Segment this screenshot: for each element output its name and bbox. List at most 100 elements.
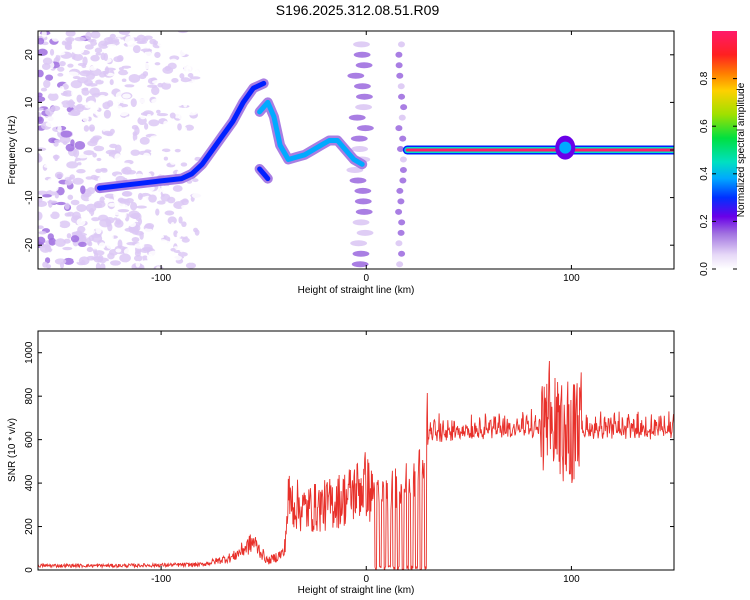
spectrogram-noise-blob [199, 85, 205, 90]
spectrogram-noise-blob [83, 150, 95, 156]
spectrogram-noise-blob [105, 240, 114, 249]
spectrogram-noise-blob [134, 126, 140, 136]
spectrogram-noise-blob [126, 67, 135, 74]
spectrogram-noise-blob [71, 88, 77, 98]
x-tick-label: -100 [151, 574, 171, 585]
spectrogram-traces [94, 78, 674, 194]
spectrogram-noise-blob [84, 44, 94, 50]
spectrogram-noise-blob [119, 253, 131, 263]
spectrogram-noise-blob [133, 255, 143, 262]
spectrogram-noise-blob [176, 232, 182, 239]
spectrogram-noise-blob [187, 73, 194, 78]
spectrogram-noise-blob [84, 229, 96, 235]
y-tick-label: -10 [24, 190, 35, 205]
spectrogram-noise-blob [191, 108, 196, 114]
spectrogram-noise-blob [115, 218, 122, 225]
spectrogram-noise-blob [82, 115, 89, 123]
spectrogram-noise-blob [38, 107, 44, 111]
spectrogram-noise-blob [148, 216, 156, 223]
spectrogram-stripe-blob [395, 62, 403, 69]
spectrogram-stripe-blob [350, 240, 368, 247]
spectrogram-noise-blob [196, 264, 203, 269]
spectrogram-noise-blob [105, 149, 118, 155]
spectrogram-noise-blob [163, 34, 170, 39]
spectrogram-noise-blob [45, 121, 57, 128]
spectrogram-noise-blob [195, 139, 202, 148]
spectrogram-noise-blob [77, 77, 89, 84]
spectrogram-noise-blob [151, 260, 159, 266]
spectrogram-noise-blob [194, 245, 204, 253]
spectrogram-noise-blob [117, 197, 125, 203]
snr-frame [37, 330, 675, 571]
spectrogram-noise-blob [87, 39, 95, 43]
spectrogram-noise-blob [73, 148, 80, 158]
spectrogram-noise-blob [103, 130, 113, 136]
spectrogram-noise-blob [167, 118, 173, 128]
spectrogram-noise-blob [113, 56, 124, 63]
spectrogram-noise-blob [50, 105, 61, 112]
spectrogram-noise-blob [181, 204, 190, 209]
spectrogram-noise-blob [42, 57, 53, 65]
spectrogram-noise-blob [78, 256, 90, 266]
spectrogram-noise-blob [121, 78, 127, 83]
spectrogram-noise-blob [100, 52, 106, 61]
spectrogram-noise-blob [113, 48, 119, 53]
spectrogram-noise-blob [64, 177, 74, 181]
spectrogram-noise-blob [130, 149, 140, 156]
spectrogram-noise-blob [58, 85, 65, 94]
spectrogram-noise-blob [103, 198, 115, 203]
snr-series [38, 360, 674, 570]
spectrogram-stripe-blob [350, 135, 368, 142]
spectrogram-noise-blob [165, 141, 176, 147]
spectrogram-stripe-blob [395, 240, 403, 247]
spectrogram-noise-blob [64, 202, 70, 210]
spectrogram-stripe-blob [356, 93, 373, 100]
spectrogram-noise-blob [163, 133, 170, 138]
spectrogram-noise-blob [138, 73, 147, 80]
spectrogram-noise-blob [141, 255, 149, 262]
spectrogram-noise-blob [90, 136, 100, 142]
spectrogram-noise-blob [144, 222, 155, 230]
spectrogram-noise-blob [117, 239, 123, 249]
spectrogram-noise-blob [178, 114, 189, 121]
spectrogram-noise-blob [144, 200, 150, 205]
spectrogram-noise-blob [77, 62, 87, 67]
spectrogram-noise-blob [87, 100, 96, 108]
spectrogram-stripe-blob [399, 135, 407, 142]
spectrogram-noise-blob [64, 41, 72, 50]
spectrogram-noise-blob [191, 89, 204, 95]
spectrogram-noise-blob [38, 262, 42, 268]
spectrogram-noise-blob [191, 185, 198, 193]
spectrogram-noise-blob [174, 148, 181, 153]
spectrogram-noise-blob [65, 143, 75, 152]
spectrogram-noise-blob [140, 115, 146, 120]
spectrogram-noise-blob [118, 231, 131, 239]
spectrogram-noise-blob [156, 200, 166, 205]
spectrogram-noise-blob [90, 174, 98, 180]
spectrogram-noise-blob [38, 37, 45, 45]
spectrogram-noise-blob [144, 99, 150, 109]
spectrogram-stripe-blob [348, 114, 366, 121]
colorbar-tick-label: 0.6 [699, 119, 710, 133]
spectrogram-noise-blob [97, 94, 107, 104]
spectrogram-noise-blob [43, 79, 51, 89]
y-tick-label: 1000 [24, 341, 35, 364]
spectrogram-noise-blob [39, 244, 51, 248]
spectrogram-noise-blob [105, 232, 114, 242]
spectrogram-noise-blob [41, 216, 52, 221]
spectrogram-noise-blob [148, 194, 157, 203]
spectrogram-noise-blob [57, 72, 64, 77]
spectrogram-noise-blob [164, 259, 172, 264]
spectrogram-noise-blob [97, 214, 109, 222]
spectrogram-noise-blob [194, 205, 200, 211]
spectrogram-stripe-blob [397, 41, 405, 48]
spectrogram-noise-blob [54, 171, 64, 179]
spectrogram-noise-blob [141, 244, 153, 251]
colorbar-tick-label: 0.4 [699, 166, 710, 180]
spectrogram-noise-blob [115, 248, 122, 253]
spectrogram-noise-blob [105, 209, 113, 214]
spectrogram-noise-blob [124, 227, 135, 232]
spectrogram-noise-blob [155, 208, 160, 216]
spectrogram-noise-blob [193, 227, 199, 233]
